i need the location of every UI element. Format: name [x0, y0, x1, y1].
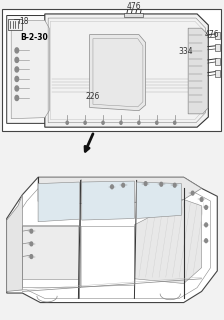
Circle shape	[200, 197, 203, 201]
Bar	[8, 19, 22, 30]
Circle shape	[111, 185, 113, 189]
Circle shape	[205, 223, 207, 227]
Bar	[2, 9, 221, 131]
Text: 476: 476	[127, 2, 142, 11]
Polygon shape	[45, 14, 208, 127]
Bar	[215, 70, 220, 77]
Circle shape	[156, 121, 158, 124]
Polygon shape	[7, 16, 54, 124]
Polygon shape	[134, 199, 202, 284]
Circle shape	[30, 229, 33, 233]
Circle shape	[120, 121, 122, 124]
Bar	[124, 13, 143, 17]
Circle shape	[191, 191, 194, 195]
Polygon shape	[137, 182, 181, 219]
Text: 226: 226	[86, 92, 100, 101]
Polygon shape	[11, 20, 49, 119]
Text: 476: 476	[205, 30, 220, 39]
Circle shape	[122, 183, 125, 187]
Text: 18: 18	[19, 17, 28, 26]
Circle shape	[30, 242, 33, 246]
Circle shape	[15, 76, 19, 82]
Polygon shape	[38, 177, 202, 204]
Polygon shape	[82, 181, 134, 220]
Circle shape	[173, 183, 176, 187]
Circle shape	[205, 239, 207, 243]
Circle shape	[15, 67, 19, 72]
Circle shape	[102, 121, 104, 124]
Bar	[215, 32, 220, 39]
Circle shape	[205, 205, 207, 209]
Bar	[215, 58, 220, 65]
Circle shape	[15, 48, 19, 53]
Polygon shape	[7, 195, 22, 292]
Circle shape	[144, 182, 147, 186]
Circle shape	[15, 95, 19, 100]
Polygon shape	[38, 182, 80, 222]
Bar	[215, 44, 220, 52]
Text: 334: 334	[178, 47, 193, 57]
Polygon shape	[90, 35, 146, 111]
Circle shape	[138, 121, 140, 124]
Circle shape	[160, 182, 163, 186]
Text: B-2-30: B-2-30	[20, 33, 48, 42]
Polygon shape	[188, 28, 208, 114]
Circle shape	[174, 121, 176, 124]
Circle shape	[66, 121, 68, 124]
Polygon shape	[7, 177, 217, 302]
Circle shape	[15, 57, 19, 62]
Circle shape	[15, 86, 19, 91]
Circle shape	[30, 255, 33, 259]
Circle shape	[84, 121, 86, 124]
Polygon shape	[22, 225, 78, 279]
